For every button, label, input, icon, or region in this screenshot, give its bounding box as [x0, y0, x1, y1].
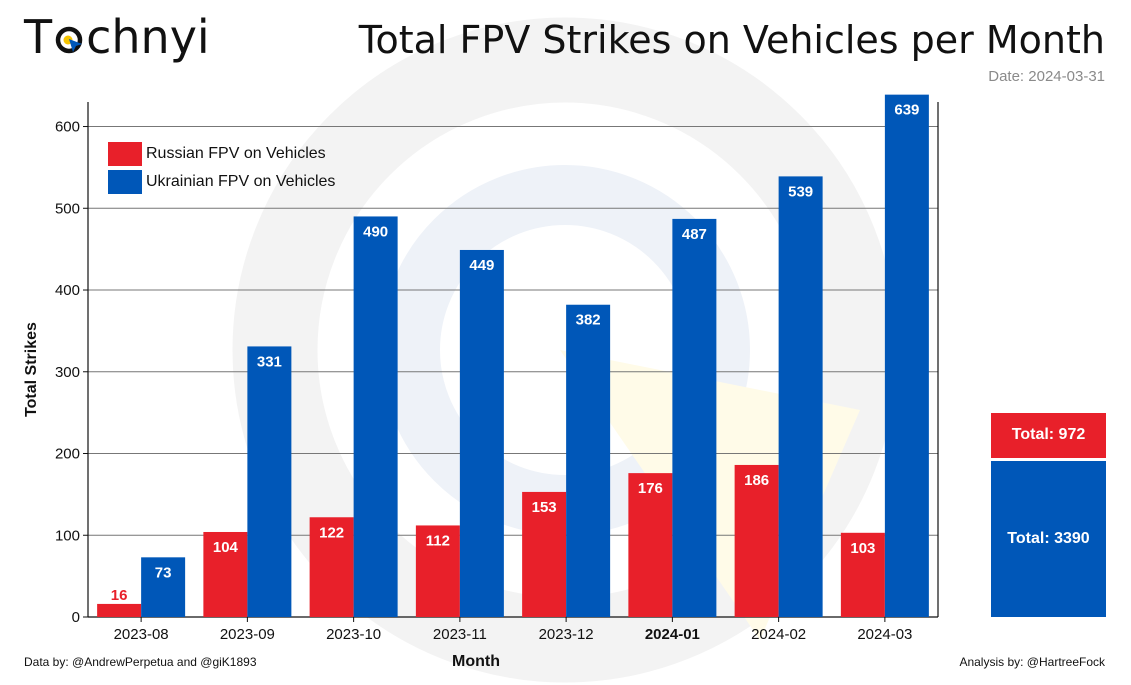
bar-value-label: 104	[213, 539, 239, 556]
y-tick-label: 500	[55, 200, 80, 217]
y-tick-label: 0	[72, 609, 80, 626]
x-tick-label: 2024-02	[751, 626, 806, 643]
x-tick-label: 2023-09	[220, 626, 275, 643]
bar-value-label: 16	[111, 587, 128, 604]
bar-ukrainian	[566, 304, 611, 617]
x-tick-label: 2023-12	[539, 626, 594, 643]
bar-ukrainian	[459, 249, 504, 617]
bar-russian	[415, 525, 460, 617]
legend-label-ukrainian: Ukrainian FPV on Vehicles	[146, 173, 336, 190]
bar-value-label: 487	[682, 226, 707, 243]
bar-value-label: 449	[469, 257, 494, 274]
bar-ukrainian	[141, 557, 186, 617]
legend-item-ukrainian: Ukrainian FPV on Vehicles	[108, 168, 335, 196]
y-tick-label: 300	[55, 364, 80, 381]
legend: Russian FPV on Vehicles Ukrainian FPV on…	[108, 140, 335, 196]
data-credit: Data by: @AndrewPerpetua and @giK1893	[24, 655, 257, 669]
y-tick-label: 200	[55, 446, 80, 463]
legend-item-russian: Russian FPV on Vehicles	[108, 140, 335, 168]
total-russian-label: Total: 972	[1011, 426, 1086, 444]
bar-russian	[628, 473, 673, 617]
bar-value-label: 122	[319, 524, 344, 541]
bar-value-label: 103	[850, 540, 875, 557]
bar-ukrainian	[884, 94, 929, 617]
bar-value-label: 176	[638, 480, 663, 497]
legend-label-russian: Russian FPV on Vehicles	[146, 145, 326, 162]
bar-value-label: 73	[155, 564, 172, 581]
bar-russian	[97, 603, 142, 617]
bar-russian	[309, 517, 354, 617]
bar-russian	[203, 531, 248, 617]
logo-text-suffix: chnyi	[86, 10, 210, 64]
cursor-target-icon	[53, 13, 85, 54]
bar-russian	[734, 464, 779, 617]
bar-value-label: 639	[894, 102, 919, 119]
logo-text-prefix: T	[24, 10, 53, 64]
total-ukrainian-box: Total: 3390	[991, 460, 1106, 617]
date-label: Date: 2024-03-31	[988, 68, 1105, 85]
x-tick-label: 2023-08	[114, 626, 169, 643]
bar-value-label: 112	[426, 532, 450, 549]
analysis-credit: Analysis by: @HartreeFock	[959, 655, 1105, 669]
legend-swatch-ukrainian	[108, 170, 142, 194]
bar-russian	[522, 491, 567, 617]
legend-swatch-russian	[108, 142, 142, 166]
y-tick-label: 600	[55, 119, 80, 136]
total-ukrainian-label: Total: 3390	[1007, 529, 1090, 547]
bar-value-label: 186	[744, 472, 769, 489]
bar-russian	[840, 532, 885, 617]
chart-title: Total FPV Strikes on Vehicles per Month	[358, 18, 1105, 62]
bar-value-label: 382	[576, 312, 601, 329]
total-russian-box: Total: 972	[991, 413, 1106, 458]
x-tick-label: 2023-10	[326, 626, 381, 643]
bar-ukrainian	[778, 176, 823, 617]
bar-value-label: 539	[788, 183, 813, 200]
y-tick-label: 400	[55, 282, 80, 299]
technyi-logo: T chnyi	[24, 10, 210, 64]
x-tick-label: 2024-01	[645, 626, 700, 643]
bar-ukrainian	[353, 216, 398, 617]
x-tick-label: 2024-03	[857, 626, 912, 643]
bar-value-label: 153	[532, 499, 557, 516]
bar-ukrainian	[247, 346, 292, 617]
bar-value-label: 490	[363, 223, 388, 240]
bar-ukrainian	[672, 218, 717, 617]
y-tick-label: 100	[55, 527, 80, 544]
y-axis-label: Total Strikes	[23, 322, 40, 417]
bar-value-label: 331	[257, 353, 282, 370]
x-tick-label: 2023-11	[433, 626, 487, 643]
x-axis-label: Month	[452, 653, 500, 670]
